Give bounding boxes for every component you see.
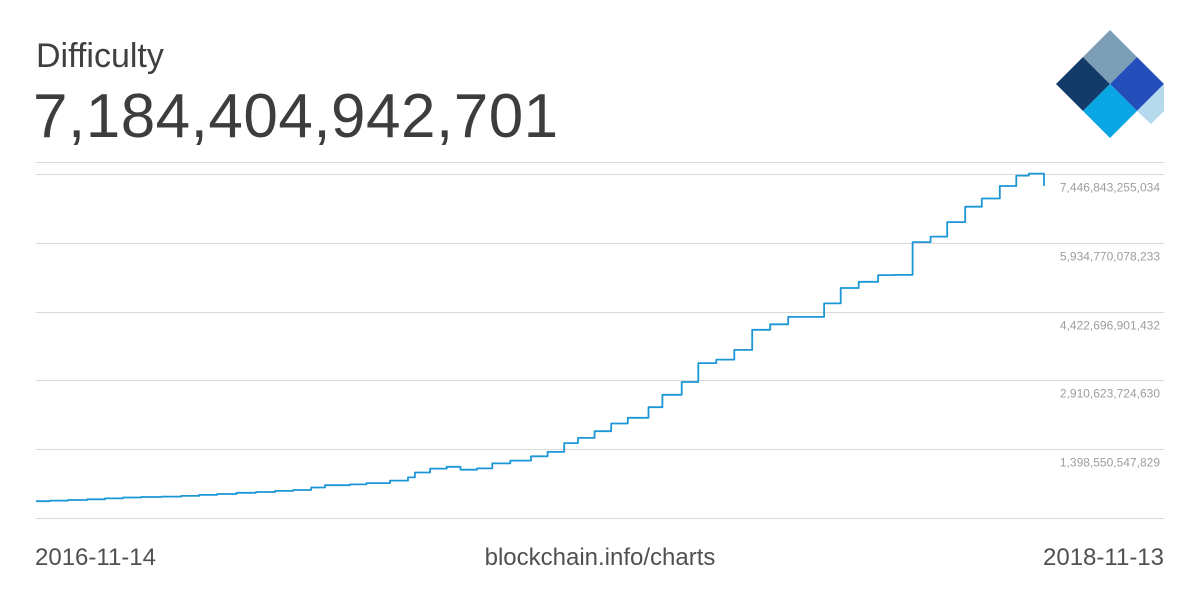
logo-edge-tile: [1137, 84, 1164, 124]
logo-bottom-tile: [1083, 84, 1137, 138]
chart-title: Difficulty: [36, 37, 164, 75]
y-tick-label: 2,910,623,724,630: [1060, 387, 1160, 401]
blockchain-logo-icon[interactable]: [1056, 30, 1164, 138]
y-tick-label: 7,446,843,255,034: [1060, 181, 1160, 195]
y-tick-label: 4,422,696,901,432: [1060, 319, 1160, 333]
current-value: 7,184,404,942,701: [33, 82, 559, 151]
series-layer: [36, 172, 1045, 503]
difficulty-series-line: [36, 172, 1045, 503]
y-tick-label: 1,398,550,547,829: [1060, 456, 1160, 470]
y-tick-label: 5,934,770,078,233: [1060, 250, 1160, 264]
source-link[interactable]: blockchain.info/charts: [484, 544, 716, 571]
start-date-label: 2016-11-14: [35, 544, 156, 571]
y-tick-layer: 1,398,550,547,829 2,910,623,724,630 4,422,…: [1060, 181, 1160, 470]
grid-layer: [36, 162, 1164, 519]
end-date-label: 2018-11-13: [1043, 544, 1164, 571]
